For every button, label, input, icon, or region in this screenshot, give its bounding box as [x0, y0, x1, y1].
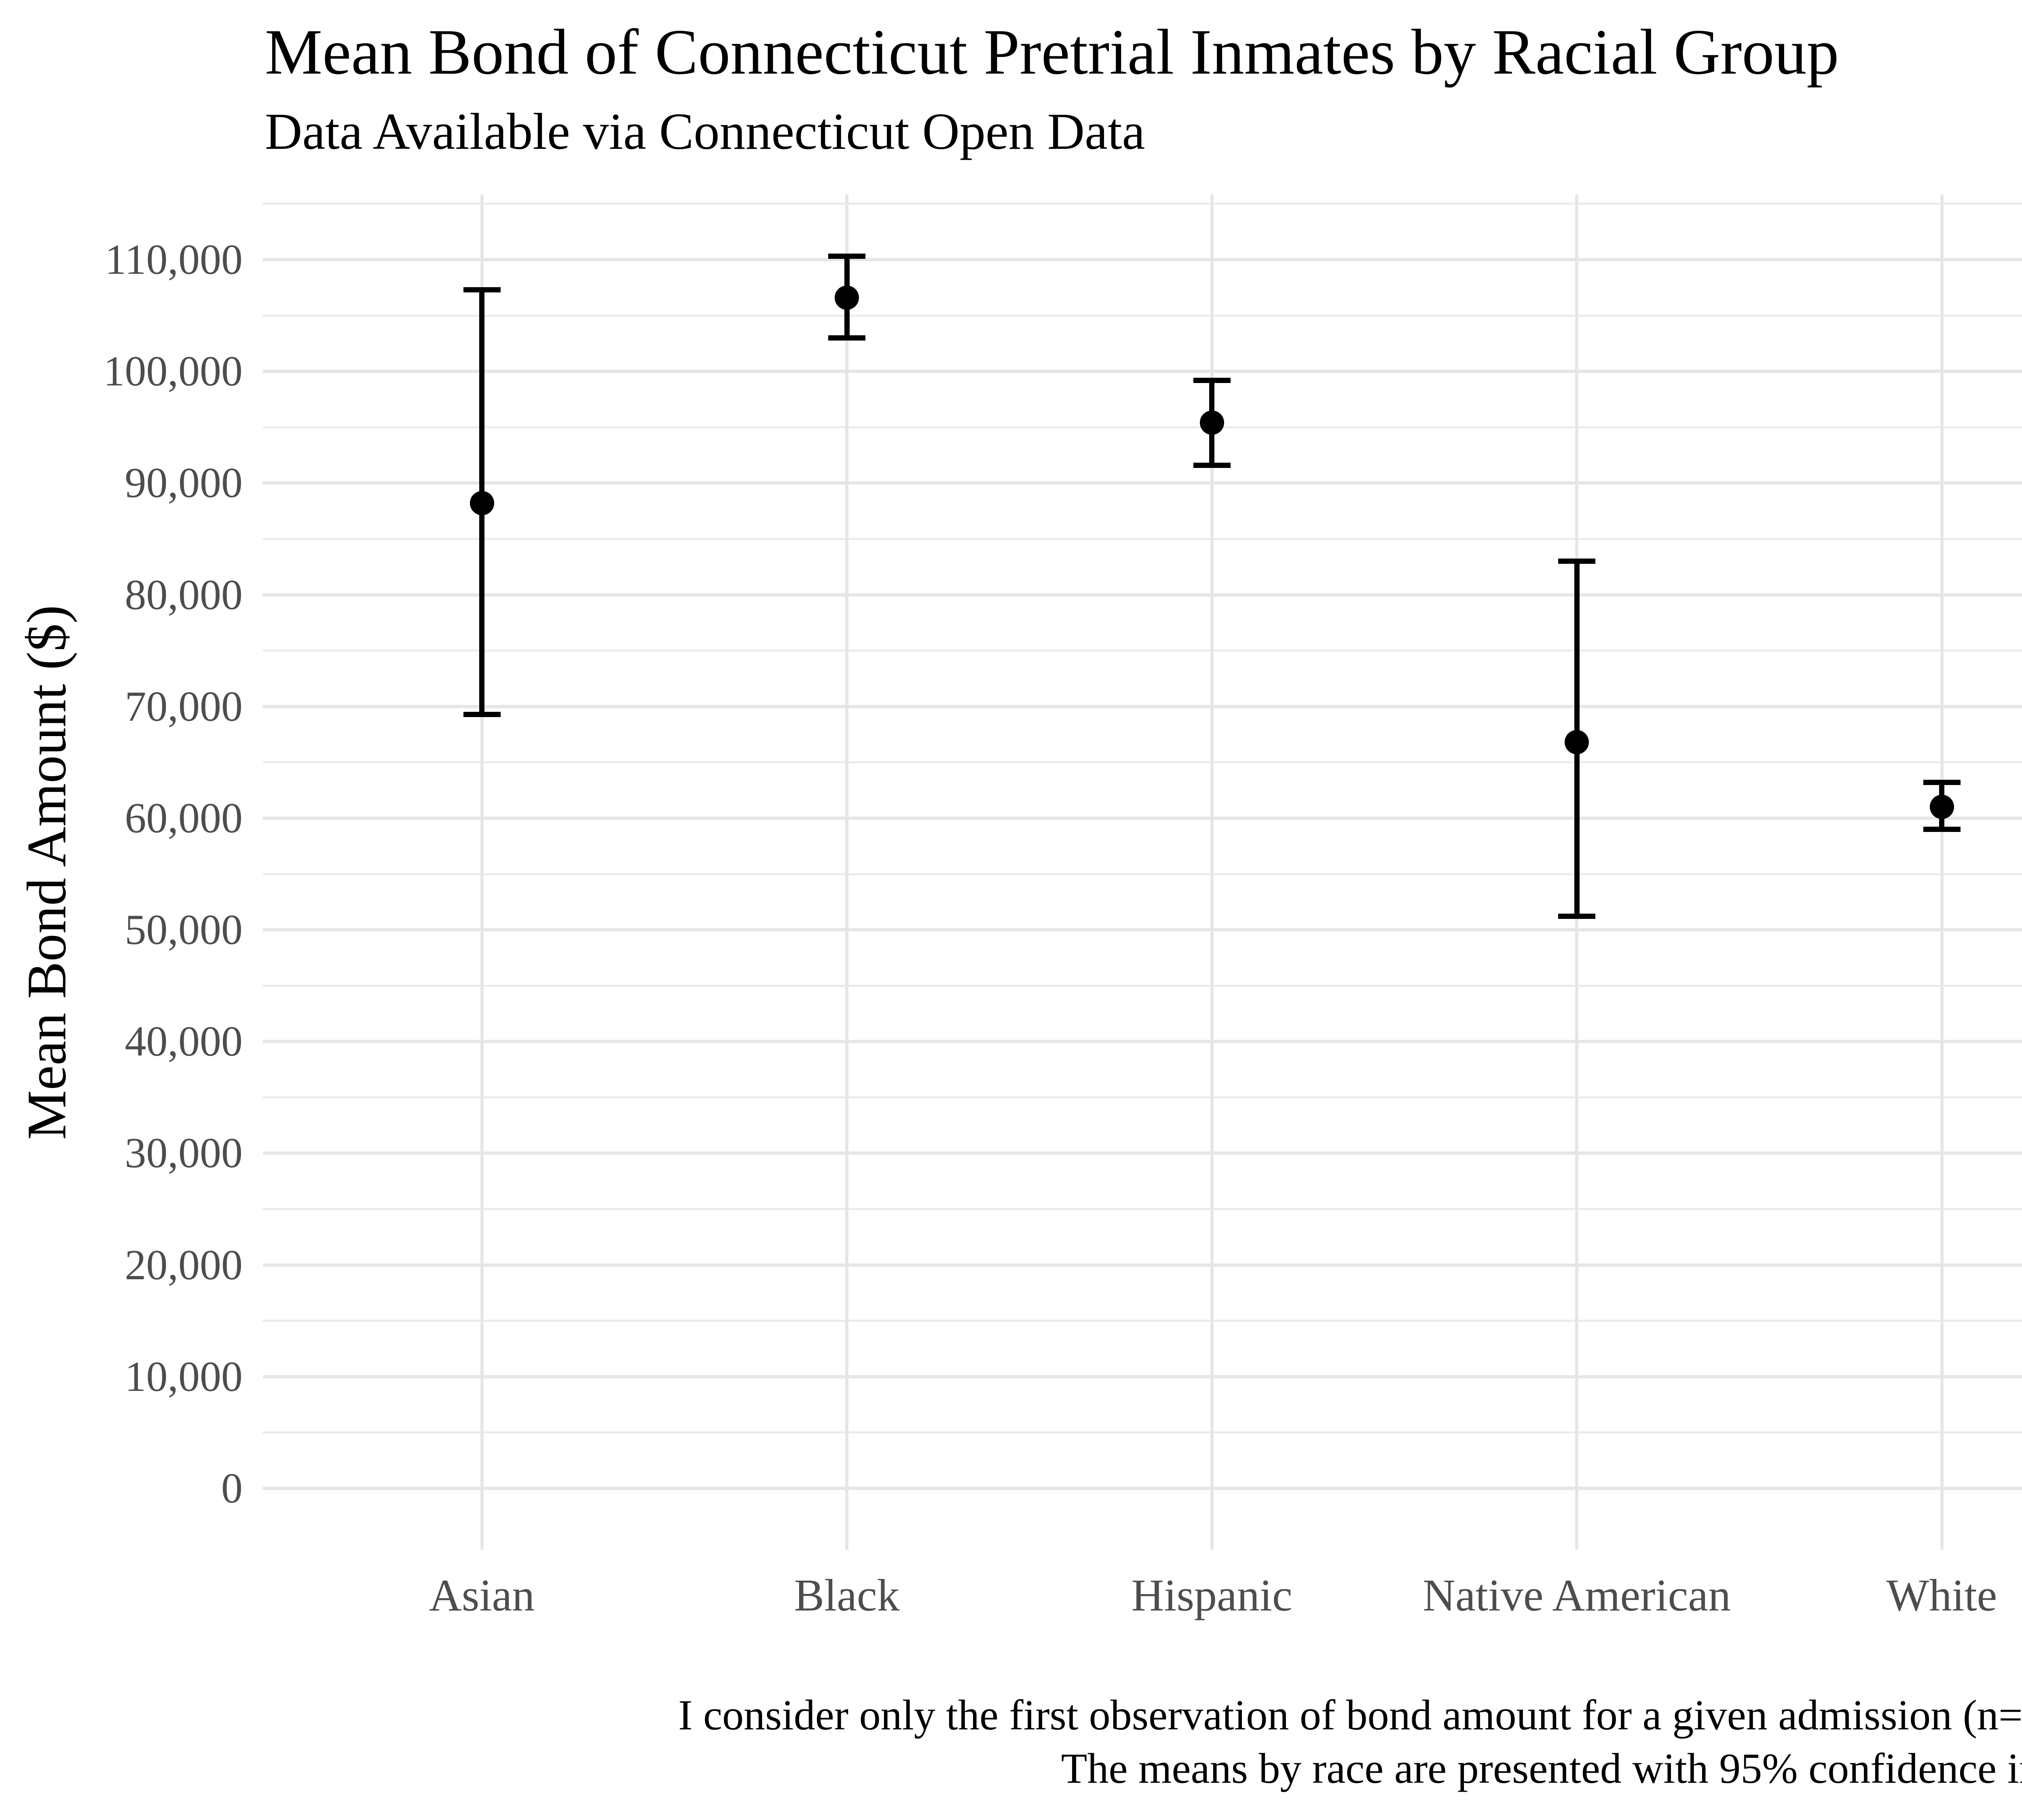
y-tick-label: 110,000 — [105, 236, 243, 284]
gridline-minor — [263, 1208, 2022, 1211]
gridline-major — [263, 258, 2022, 262]
gridline-minor — [263, 426, 2022, 428]
mean-point — [1199, 411, 1224, 435]
gridline-minor — [263, 203, 2022, 205]
y-tick-label: 90,000 — [125, 459, 243, 507]
gridline-vertical — [845, 195, 848, 1550]
gridline-major — [263, 370, 2022, 373]
gridline-major — [263, 1487, 2022, 1490]
x-tick-label: White — [1886, 1570, 1997, 1621]
chart-caption: I consider only the first observation of… — [678, 1689, 2022, 1795]
x-tick-label: Black — [794, 1570, 900, 1621]
gridline-vertical — [1940, 195, 1944, 1550]
gridline-major — [263, 1151, 2022, 1155]
y-tick-label: 100,000 — [103, 347, 243, 395]
x-tick-label: Asian — [429, 1570, 535, 1621]
y-tick-label: 70,000 — [125, 682, 243, 730]
gridline-minor — [263, 538, 2022, 540]
gridline-minor — [263, 984, 2022, 987]
chart-subtitle: Data Available via Connecticut Open Data — [265, 103, 1145, 160]
chart-title: Mean Bond of Connecticut Pretrial Inmate… — [265, 16, 1839, 88]
y-tick-label: 20,000 — [125, 1241, 243, 1289]
error-bar-cap-top — [463, 287, 501, 293]
mean-point — [1565, 730, 1589, 755]
x-tick-label: Native American — [1423, 1570, 1731, 1621]
gridline-minor — [263, 873, 2022, 875]
y-tick-label: 80,000 — [125, 571, 243, 618]
error-bar-cap-top — [1923, 780, 1961, 785]
caption-line-1: I consider only the first observation of… — [678, 1691, 2022, 1739]
error-bar-cap-bottom — [828, 335, 865, 341]
error-bar-cap-top — [1558, 559, 1595, 564]
gridline-minor — [263, 761, 2022, 764]
gridline-minor — [263, 1431, 2022, 1434]
error-bar-cap-top — [1193, 377, 1231, 383]
error-bar-cap-bottom — [463, 711, 501, 717]
y-tick-label: 0 — [221, 1464, 243, 1512]
y-tick-label: 30,000 — [125, 1129, 243, 1177]
gridline-minor — [263, 1320, 2022, 1322]
gridline-minor — [263, 314, 2022, 317]
gridline-major — [263, 1263, 2022, 1267]
error-bar-cap-bottom — [1558, 914, 1595, 919]
y-tick-label: 60,000 — [125, 794, 243, 842]
gridline-minor — [263, 1096, 2022, 1098]
gridline-major — [263, 928, 2022, 932]
mean-point — [1929, 795, 1954, 819]
error-bar-cap-bottom — [1193, 462, 1231, 468]
error-bar-cap-bottom — [1923, 827, 1961, 832]
gridline-major — [263, 1040, 2022, 1043]
gridline-major — [263, 1375, 2022, 1378]
gridline-major — [263, 816, 2022, 820]
gridline-vertical — [480, 195, 484, 1550]
gridline-major — [263, 593, 2022, 597]
gridline-major — [263, 705, 2022, 708]
y-tick-label: 10,000 — [125, 1352, 243, 1400]
gridline-minor — [263, 650, 2022, 652]
error-bar-cap-top — [828, 254, 865, 259]
gridline-vertical — [1210, 195, 1214, 1550]
x-tick-label: Hispanic — [1131, 1570, 1292, 1621]
gridline-major — [263, 481, 2022, 485]
y-tick-label: 40,000 — [125, 1018, 243, 1065]
y-tick-label: 50,000 — [125, 906, 243, 954]
mean-point — [835, 285, 859, 310]
caption-line-2: The means by race are presented with 95%… — [1061, 1745, 2022, 1792]
mean-point — [470, 491, 494, 516]
